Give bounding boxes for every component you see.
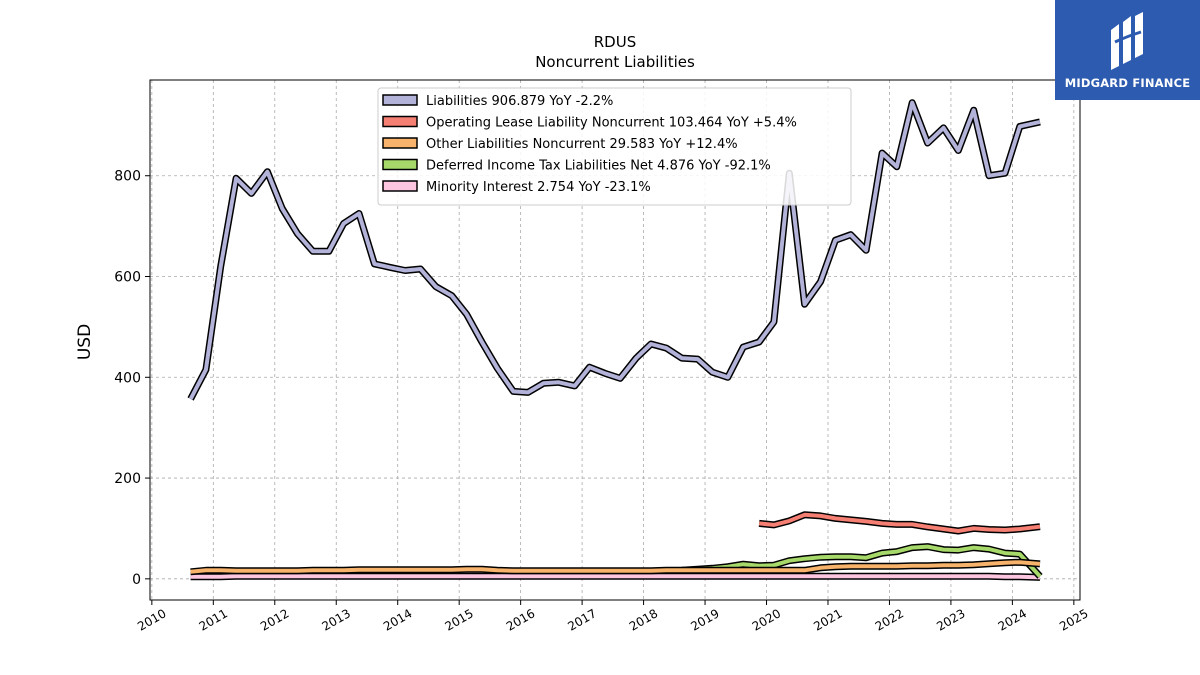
series-line [188, 100, 1041, 400]
legend-swatch [382, 137, 418, 149]
series-line [681, 544, 1042, 578]
legend-entry: Minority Interest 2.754 YoY -23.1% [426, 180, 651, 195]
x-tick-label: 2019 [688, 606, 721, 633]
legend: Liabilities 906.879 YoY -2.2% Operating L… [377, 87, 852, 206]
chart-title: RDUS [594, 33, 636, 51]
brand-name: MIDGARD FINANCE [1064, 76, 1191, 90]
legend-entry: Other Liabilities Noncurrent 29.583 YoY … [426, 137, 738, 152]
x-tick-label: 2015 [442, 606, 475, 633]
series-line [758, 512, 1041, 533]
legend-entry: Operating Lease Liability Noncurrent 103… [426, 116, 797, 131]
plot-frame [149, 79, 1081, 601]
x-tick-label: 2016 [504, 606, 537, 633]
x-tick-label: 2024 [996, 606, 1029, 633]
legend-entry: Deferred Income Tax Liabilities Net 4.87… [426, 159, 771, 174]
y-tick-label: 600 [114, 270, 141, 286]
brand-logo: MIDGARD FINANCE [1055, 0, 1200, 100]
x-tick-label: 2012 [258, 606, 291, 633]
legend-entry: Liabilities 906.879 YoY -2.2% [426, 94, 613, 109]
legend-swatch [382, 158, 418, 171]
x-tick-label: 2022 [873, 606, 906, 633]
x-tick-label: 2020 [750, 606, 783, 633]
x-tick-label: 2025 [1057, 606, 1090, 633]
y-axis-label: USD [75, 324, 95, 360]
legend-box [377, 87, 852, 206]
brand-mark-icon [1105, 10, 1151, 72]
series-lines [187, 99, 1043, 581]
x-tick-label: 2017 [565, 606, 598, 633]
x-tick-label: 2011 [197, 606, 230, 633]
series-line [190, 574, 1041, 580]
y-tick-label: 0 [132, 572, 141, 588]
legend-swatch [382, 180, 418, 192]
y-tick-label: 400 [114, 370, 141, 386]
x-tick-label: 2014 [381, 606, 414, 633]
x-tick-label: 2018 [627, 606, 660, 633]
y-tick-label: 200 [114, 471, 141, 487]
x-tick-label: 2010 [135, 606, 168, 633]
series-line [190, 560, 1041, 574]
x-tick-label: 2023 [934, 606, 967, 633]
legend-swatch [382, 94, 418, 106]
chart-subtitle: Noncurrent Liabilities [535, 53, 695, 71]
legend-swatch [382, 115, 418, 128]
x-tick-label: 2013 [320, 606, 353, 633]
y-tick-label: 800 [114, 169, 141, 185]
x-tick-label: 2021 [811, 606, 844, 633]
